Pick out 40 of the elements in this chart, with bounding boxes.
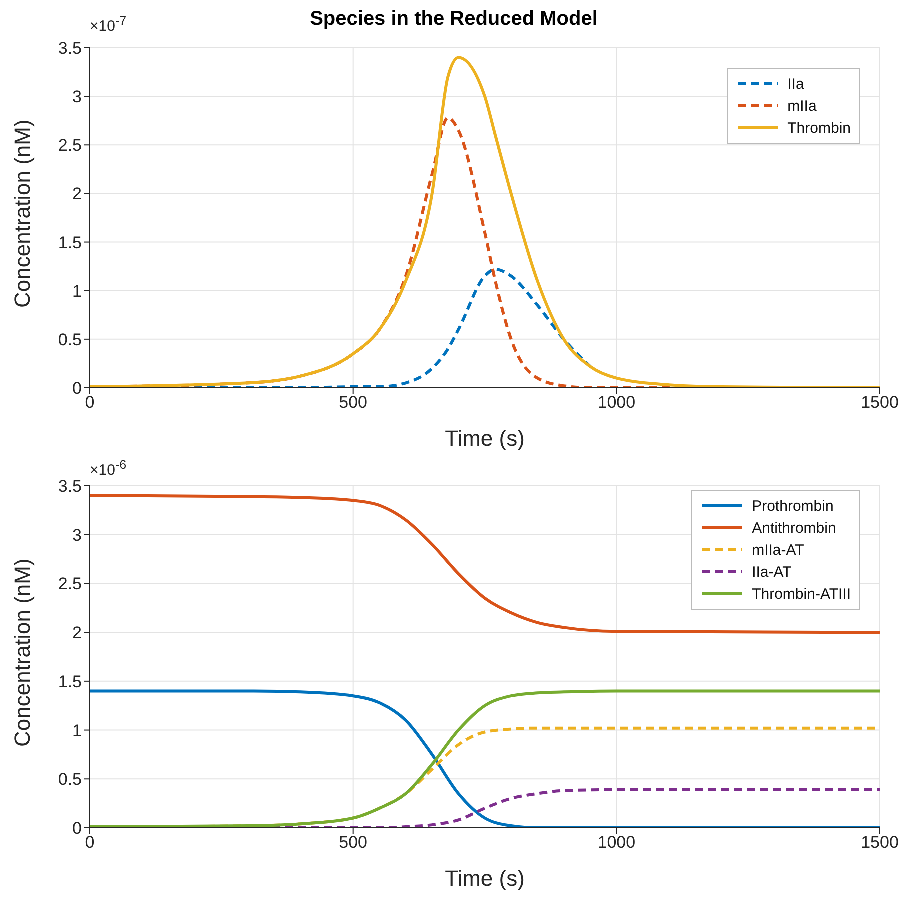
text: ×10$^{-6}$: [90, 458, 127, 479]
y-tick-label: 1: [72, 282, 82, 301]
legend-label: IIa-AT: [752, 564, 792, 580]
y-axis-title: Concentration (nM): [10, 558, 35, 747]
x-tick-label: 1500: [861, 393, 899, 412]
x-axis-title: Time (s): [445, 426, 525, 451]
y-tick-label: 2: [72, 184, 82, 204]
legend-label: Thrombin: [788, 120, 851, 136]
y-tick-label: 0: [72, 819, 82, 838]
y-tick-label: 3.5: [58, 477, 82, 496]
y-tick-label: 0.5: [58, 330, 82, 350]
x-tick-label: 500: [339, 833, 368, 852]
legend-label: mIIa-AT: [752, 542, 804, 558]
y-tick-label: 2.5: [58, 136, 82, 156]
y-tick-label: 3.5: [58, 39, 82, 58]
y-tick-label: 1.5: [58, 672, 82, 692]
legend-label: mIIa: [788, 98, 817, 114]
x-axis-title: Time (s): [445, 866, 525, 891]
x-tick-label: 1000: [598, 393, 636, 412]
y-tick-label: 1: [72, 721, 82, 740]
legend-label: IIa: [788, 76, 804, 92]
y-tick-label: 2.5: [58, 574, 82, 594]
y-tick-label: 3: [72, 88, 82, 107]
x-tick-label: 1500: [861, 833, 899, 852]
y-tick-label: 0: [72, 379, 82, 398]
y-axis-title: Concentration (nM): [10, 120, 35, 308]
legend-label: Prothrombin: [752, 498, 834, 514]
y-tick-label: 2: [72, 624, 82, 643]
line-series: [90, 494, 880, 634]
y-tick-label: 1.5: [58, 233, 82, 252]
legend-label: Thrombin-ATIII: [752, 586, 851, 602]
chart-title: Species in the Reduced Model: [310, 8, 598, 30]
legend-label: Antithrombin: [752, 520, 836, 536]
x-tick-label: 500: [339, 393, 368, 412]
x-tick-label: 1000: [598, 833, 636, 852]
y-tick-label: 3: [72, 526, 82, 545]
text: ×10$^{-7}$: [90, 14, 127, 35]
x-tick-label: 0: [85, 833, 95, 852]
y-tick-label: 0.5: [58, 770, 82, 790]
x-tick-label: 0: [85, 393, 95, 412]
